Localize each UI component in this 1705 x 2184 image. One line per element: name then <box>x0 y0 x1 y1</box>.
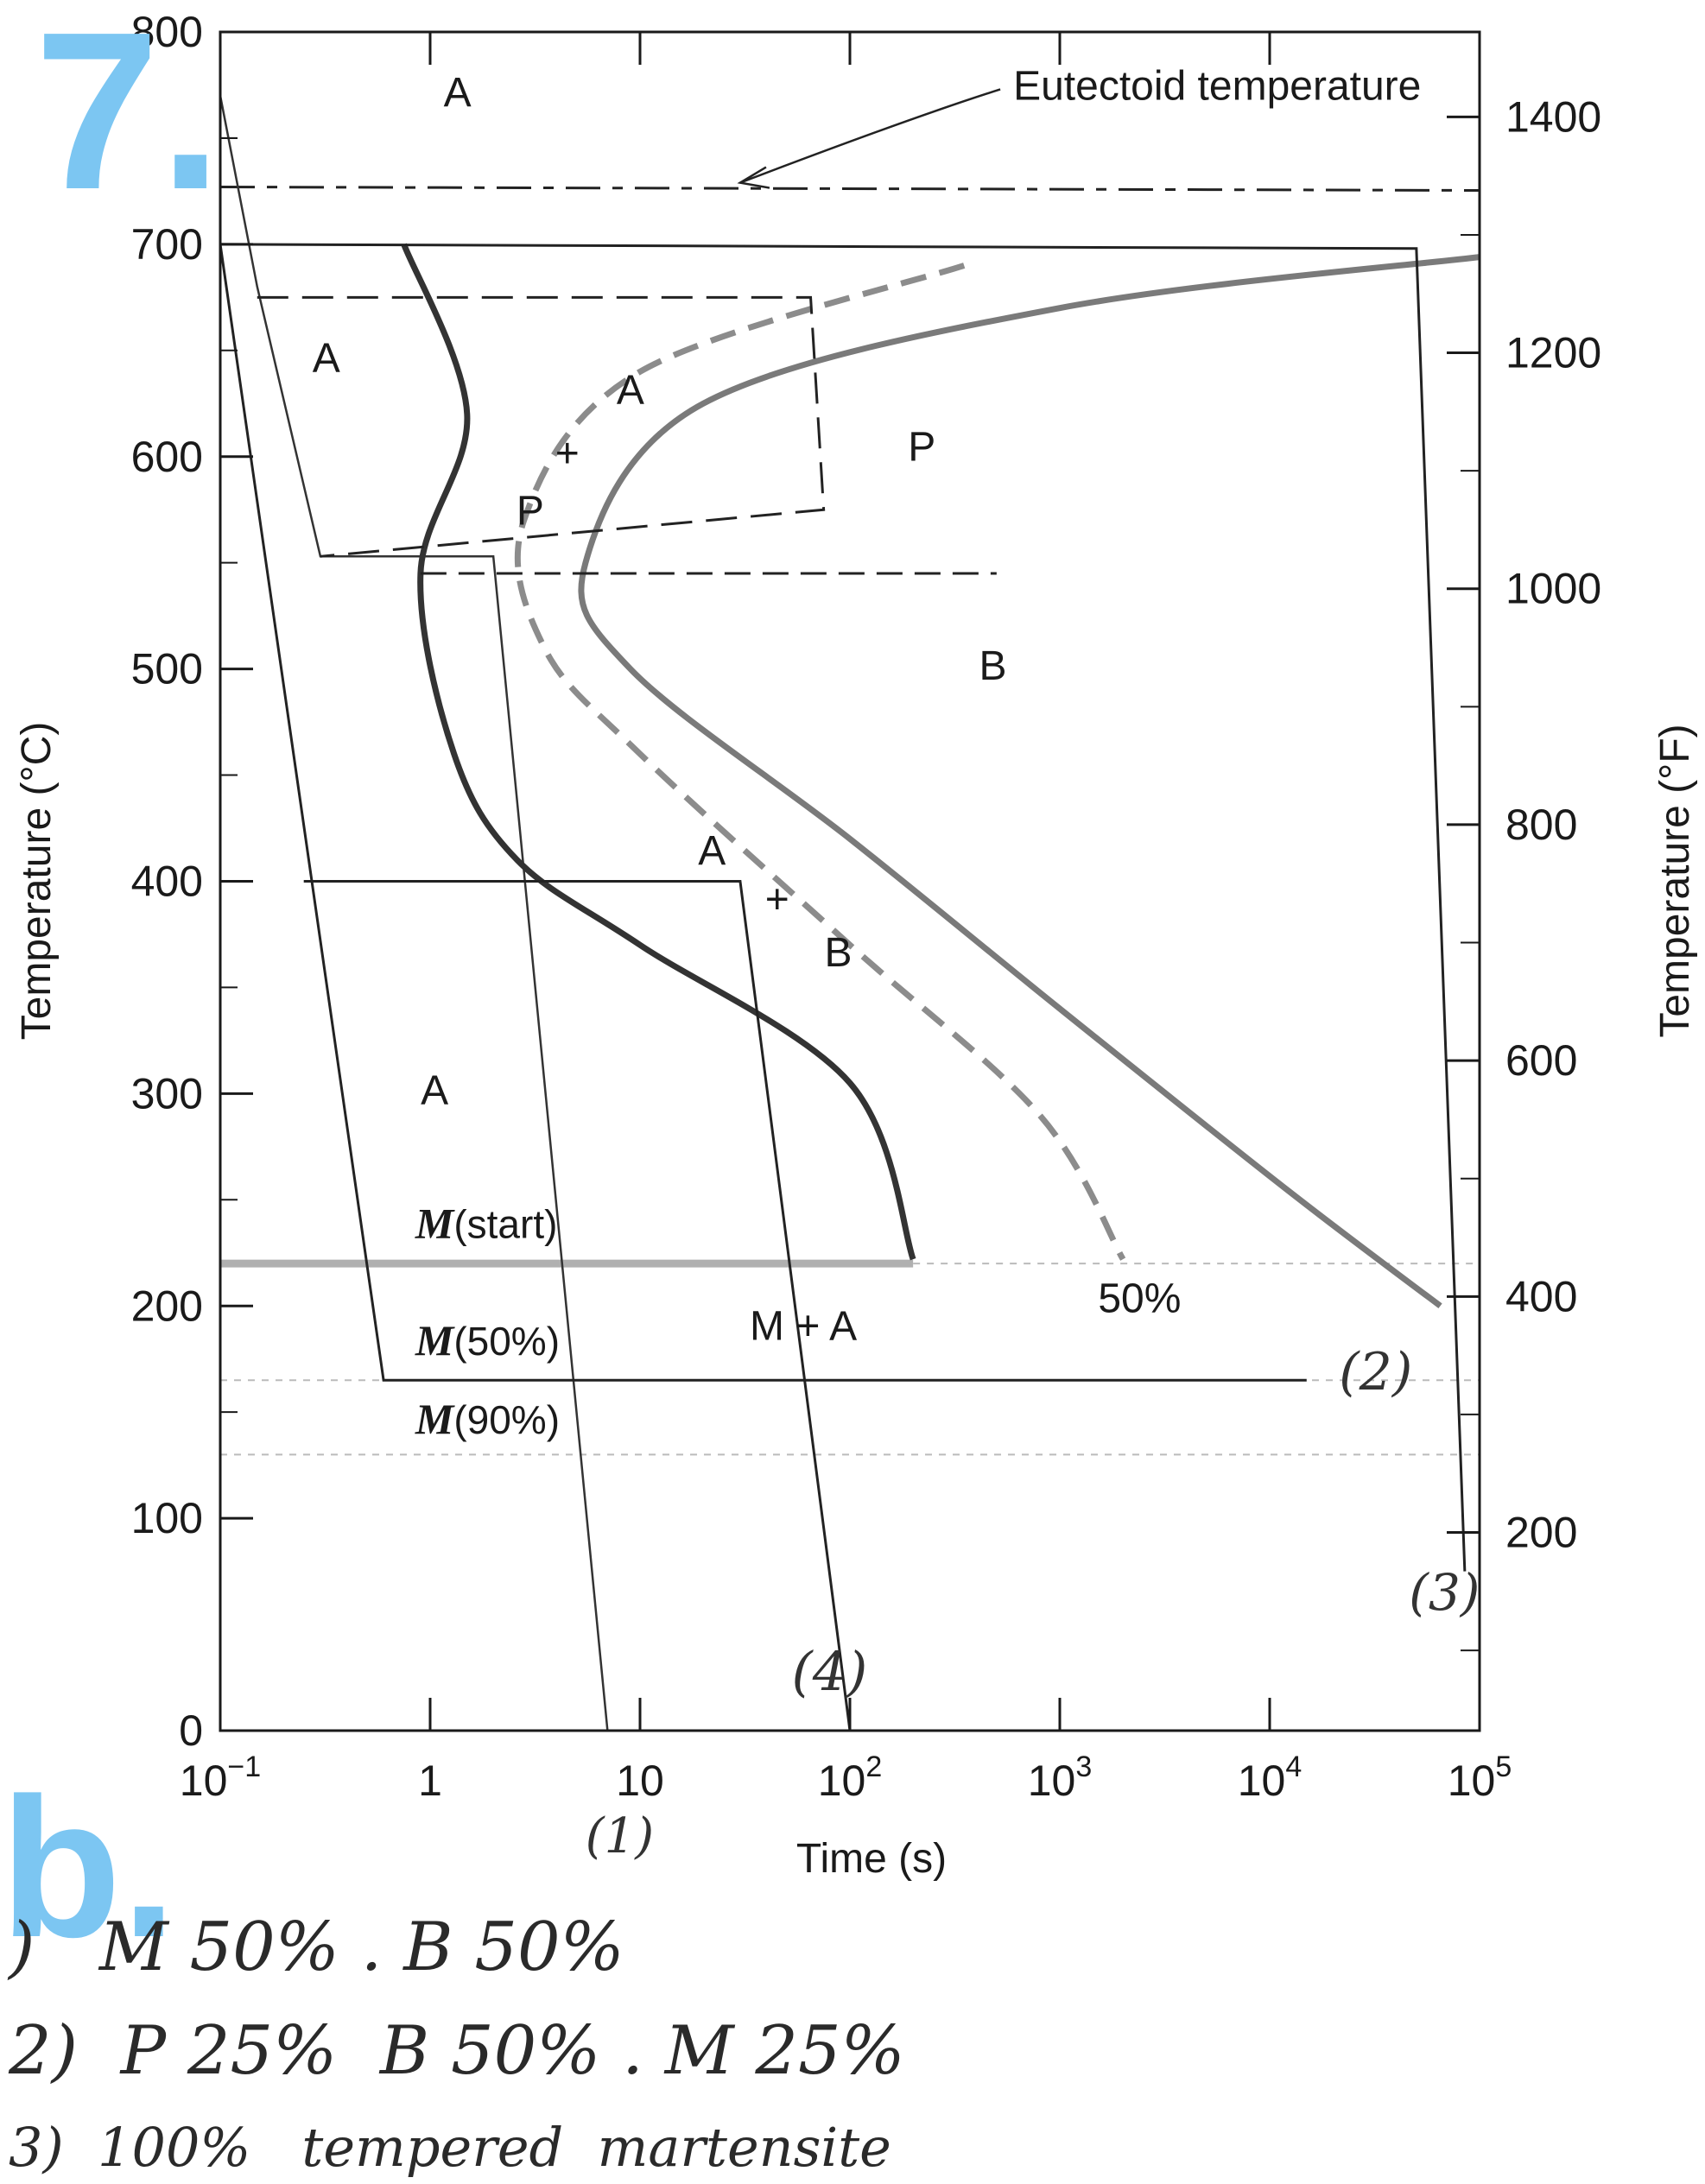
region-m-plus-a: M + A <box>750 1304 857 1350</box>
y-tick-label: 500 <box>131 645 203 693</box>
region-ap-plus: + <box>555 431 580 477</box>
reference-lines-layer <box>219 185 1480 1456</box>
path-2-line <box>219 244 1307 1382</box>
y-tick-label: 100 <box>131 1494 203 1542</box>
start-curve <box>401 243 916 1261</box>
right-tick-label: 800 <box>1505 801 1577 849</box>
fifty-percent-curve <box>514 263 1126 1261</box>
path-3-line <box>219 243 1467 1572</box>
x-tick-label: 10 <box>616 1757 664 1805</box>
eutectoid-line <box>219 185 1480 192</box>
m-50-label: M(50%) <box>415 1316 560 1364</box>
cooling-paths-layer <box>219 95 1467 1731</box>
right-tick-label: 1000 <box>1505 565 1601 613</box>
path-3-label: (3) <box>1409 1563 1480 1622</box>
path-1-line <box>219 95 609 1731</box>
x-tick-label: 1 <box>418 1757 442 1805</box>
answer-2: 2) P 25% B 50% . M 25% <box>9 2012 905 2090</box>
right-tick-label: 1400 <box>1505 92 1601 141</box>
region-a-low: A <box>421 1068 448 1114</box>
region-a-mid: A <box>313 335 340 381</box>
finish-curve <box>578 254 1480 1309</box>
y-axis-left-label: Temperature (°C) <box>14 722 60 1041</box>
x-tick-label: 105 <box>1448 1750 1512 1805</box>
y-axis-right-label: Temperature (°F) <box>1652 724 1698 1037</box>
region-ap-p: P <box>517 488 544 534</box>
y-tick-label: 400 <box>131 858 203 906</box>
right-tick-label: 600 <box>1505 1036 1577 1085</box>
answer-1: ) M 50% . B 50% <box>9 1909 624 1986</box>
axes-layer <box>219 30 1481 1732</box>
region-ab-a: A <box>698 828 726 874</box>
region-ab-plus: + <box>765 877 789 922</box>
y-tick-label: 700 <box>131 220 203 269</box>
eutectoid-arrow <box>739 88 1001 184</box>
eutectoid-label: Eutectoid temperature <box>1013 63 1421 109</box>
path-5-line <box>257 295 826 558</box>
y-tick-label: 200 <box>131 1282 203 1330</box>
m-start-label: M(start) <box>415 1200 558 1248</box>
fifty-percent-label: 50% <box>1098 1276 1181 1322</box>
x-tick-label: 103 <box>1028 1750 1093 1805</box>
m-90-label: M(90%) <box>415 1395 560 1443</box>
x-tick-label: 104 <box>1238 1750 1303 1805</box>
path-4-line <box>303 880 852 1731</box>
x-tick-label: 102 <box>818 1750 883 1805</box>
part-label: b. <box>0 1757 177 1978</box>
x-axis-label: Time (s) <box>796 1836 947 1882</box>
right-tick-label: 1200 <box>1505 329 1601 377</box>
curves-layer <box>401 243 1480 1309</box>
path-2-label: (2) <box>1339 1342 1412 1402</box>
x-tick-label: 10−1 <box>180 1750 261 1805</box>
y-tick-label: 600 <box>131 433 203 481</box>
y-tick-label: 300 <box>131 1069 203 1117</box>
region-ab-b: B <box>825 930 852 976</box>
y-tick-label: 0 <box>179 1706 203 1755</box>
region-p: P <box>908 425 935 471</box>
region-b: B <box>979 643 1007 689</box>
y-tick-label: 800 <box>131 8 203 56</box>
path-1-label: (1) <box>586 1808 654 1864</box>
right-tick-label: 400 <box>1505 1272 1577 1320</box>
labels-layer: 0 100 200 300 400 500 600 700 800 200 400 600 800 100… <box>14 8 1698 1882</box>
region-a-top: A <box>444 70 472 116</box>
eutectoid-arrowhead <box>737 166 770 189</box>
answer-3: 3) 100% tempered martensite <box>9 2116 891 2179</box>
region-ap-a: A <box>617 367 644 413</box>
path-4-label: (4) <box>792 1640 868 1703</box>
problem-number: 7. <box>35 0 222 237</box>
right-tick-label: 200 <box>1505 1509 1577 1557</box>
